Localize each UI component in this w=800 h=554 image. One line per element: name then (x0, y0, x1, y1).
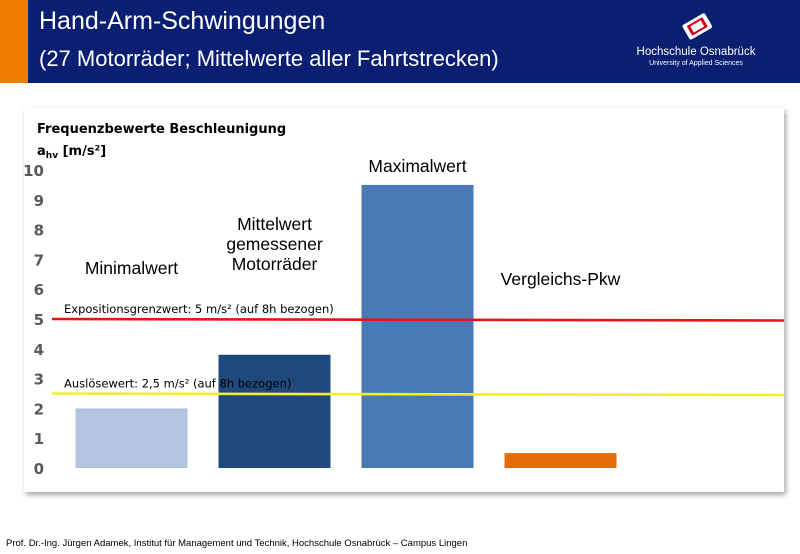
category-label: Minimalwert (85, 258, 178, 278)
y-tick-label: 8 (34, 222, 44, 240)
y-axis-label-line1: Frequenzbewerte Beschleunigung (37, 122, 286, 137)
category-label: Motorräder (232, 254, 318, 274)
reference-line-label: Auslösewert: 2,5 m/s² (auf 8h bezogen) (64, 377, 291, 391)
logo-subtitle: University of Applied Sciences (649, 60, 743, 67)
y-tick-label: 10 (24, 162, 44, 180)
slide-title: Hand-Arm-Schwingungen (39, 7, 326, 35)
header-accent-stripe (0, 0, 28, 83)
logo-name: Hochschule Osnabrück (636, 46, 756, 58)
y-tick-label: 4 (34, 341, 44, 359)
header-bar (0, 0, 800, 83)
slide-subtitle: (27 Motorräder; Mittelwerte aller Fahrts… (39, 46, 499, 71)
reference-line (51, 317, 784, 322)
bar (75, 408, 188, 468)
y-tick-label: 7 (34, 251, 44, 269)
university-logo: Hochschule Osnabrück University of Appli… (616, 6, 796, 76)
y-tick-label: 1 (34, 430, 44, 448)
category-label: Maximalwert (368, 156, 466, 176)
bar (218, 354, 331, 468)
category-label: Vergleichs-Pkw (501, 269, 621, 289)
reference-line-label: Expositionsgrenzwert: 5 m/s² (auf 8h bez… (64, 302, 334, 316)
bar (361, 184, 474, 468)
y-tick-label: 0 (34, 460, 44, 478)
category-label: Mittelwert (237, 214, 312, 234)
y-tick-label: 9 (34, 192, 44, 210)
logo-mark-icon (682, 13, 713, 40)
y-tick-label: 5 (34, 311, 44, 329)
category-label: gemessener (226, 234, 322, 254)
y-axis-label-line2: ahv [m/s²] (37, 144, 106, 161)
y-tick-label: 2 (34, 400, 44, 418)
y-tick-label: 6 (34, 281, 44, 299)
chart-panel: Frequenzbewerte Beschleunigung ahv [m/s²… (24, 108, 784, 492)
y-tick-label: 3 (34, 371, 44, 389)
reference-line (51, 392, 784, 397)
footer-credit: Prof. Dr.-Ing. Jürgen Adamek, Institut f… (6, 538, 468, 549)
bar (504, 453, 617, 468)
bar-chart: Frequenzbewerte Beschleunigung ahv [m/s²… (24, 122, 784, 478)
